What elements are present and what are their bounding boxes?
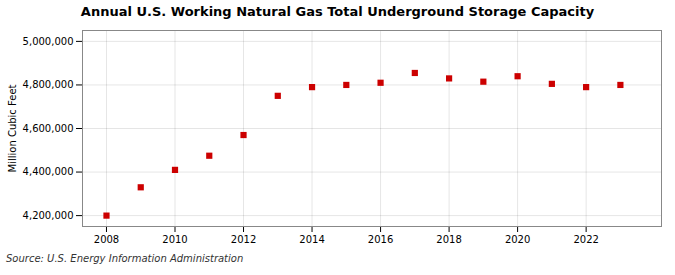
svg-text:2014: 2014 [299, 234, 324, 245]
svg-text:4,400,000: 4,400,000 [23, 166, 74, 177]
svg-text:2008: 2008 [94, 234, 119, 245]
svg-text:2012: 2012 [231, 234, 256, 245]
svg-text:2018: 2018 [436, 234, 461, 245]
svg-text:2016: 2016 [368, 234, 393, 245]
svg-text:4,200,000: 4,200,000 [23, 210, 74, 221]
svg-text:Million Cubic Feet: Million Cubic Feet [7, 84, 18, 172]
svg-text:4,600,000: 4,600,000 [23, 123, 74, 134]
svg-text:5,000,000: 5,000,000 [23, 36, 74, 47]
svg-text:2010: 2010 [162, 234, 187, 245]
html-text:Annual U.S. Working Natural Ga: Annual U.S. Working Natural Gas Total Un… [80, 4, 595, 19]
svg-text:4,800,000: 4,800,000 [23, 79, 74, 90]
html-text:Source: U.S. Energy Informatio: Source: U.S. Energy Information Administ… [6, 253, 244, 264]
svg-text:2020: 2020 [505, 234, 530, 245]
svg-text:2022: 2022 [573, 234, 598, 245]
